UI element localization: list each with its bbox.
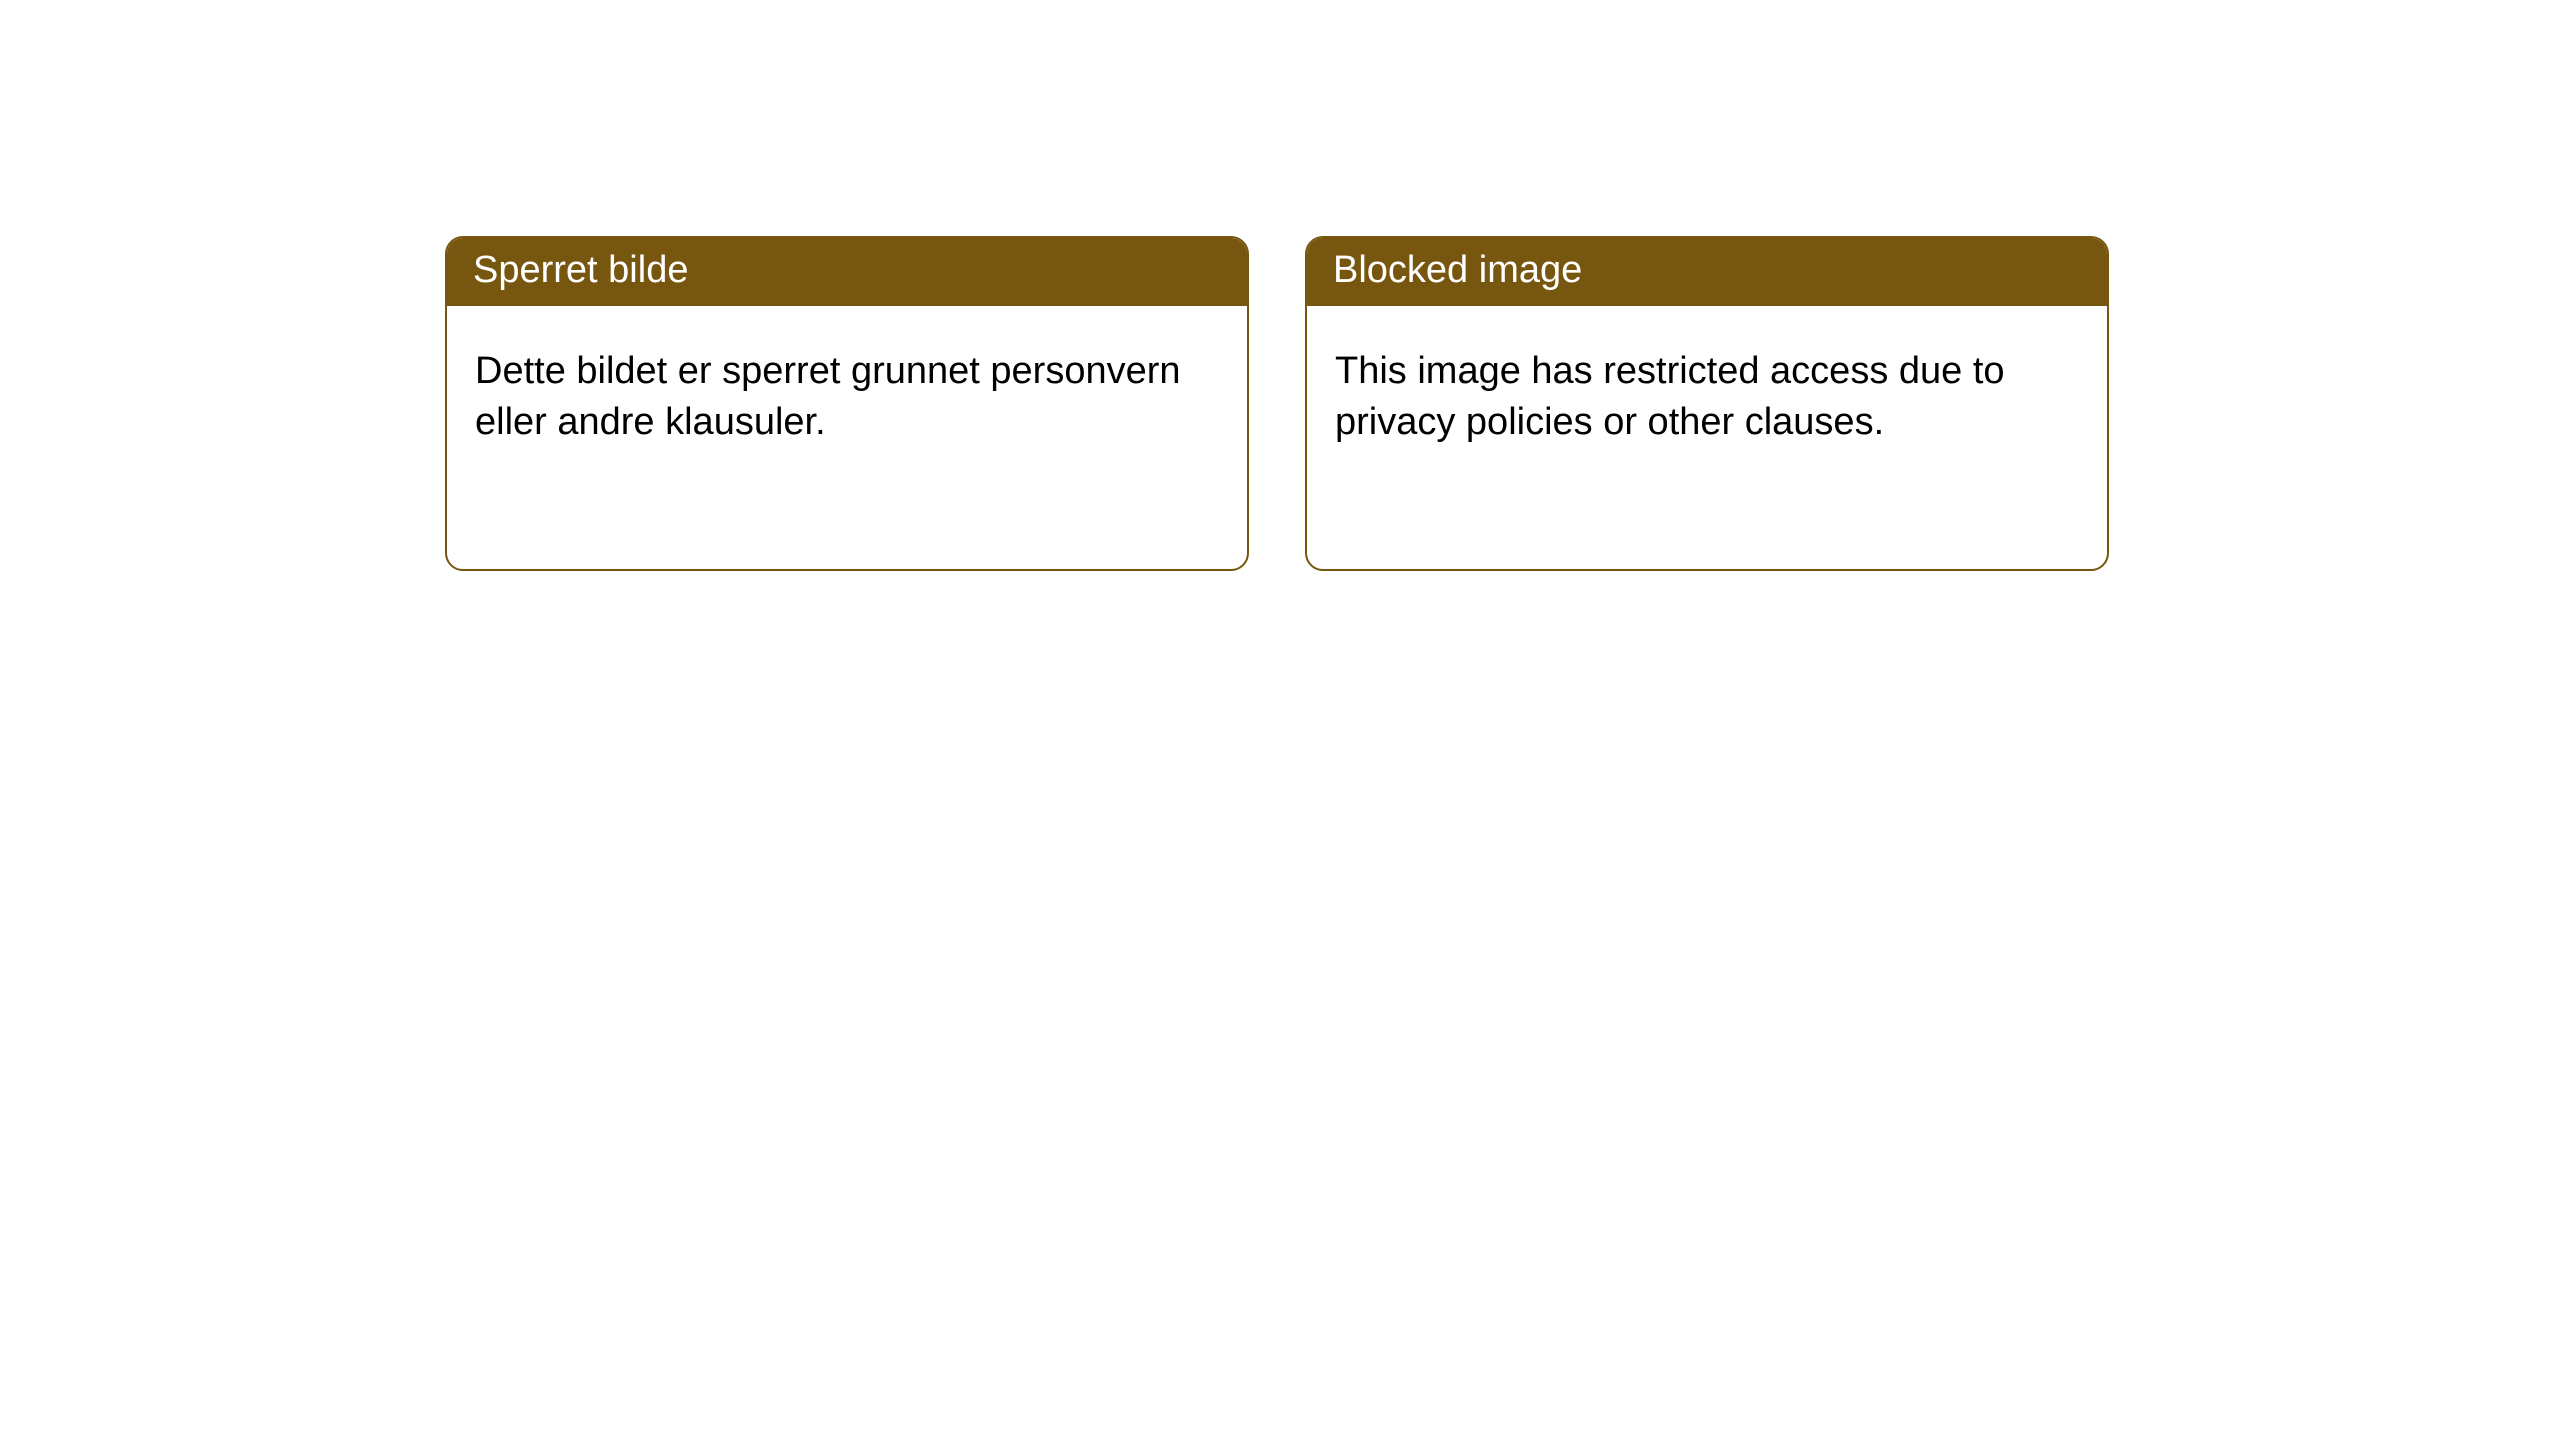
notice-card-norwegian: Sperret bilde Dette bildet er sperret gr… <box>445 236 1249 571</box>
notice-card-title: Sperret bilde <box>447 238 1247 306</box>
notice-card-body: Dette bildet er sperret grunnet personve… <box>447 306 1247 477</box>
notice-card-english: Blocked image This image has restricted … <box>1305 236 2109 571</box>
notice-card-title: Blocked image <box>1307 238 2107 306</box>
notice-card-body: This image has restricted access due to … <box>1307 306 2107 477</box>
notice-cards-container: Sperret bilde Dette bildet er sperret gr… <box>445 236 2109 571</box>
